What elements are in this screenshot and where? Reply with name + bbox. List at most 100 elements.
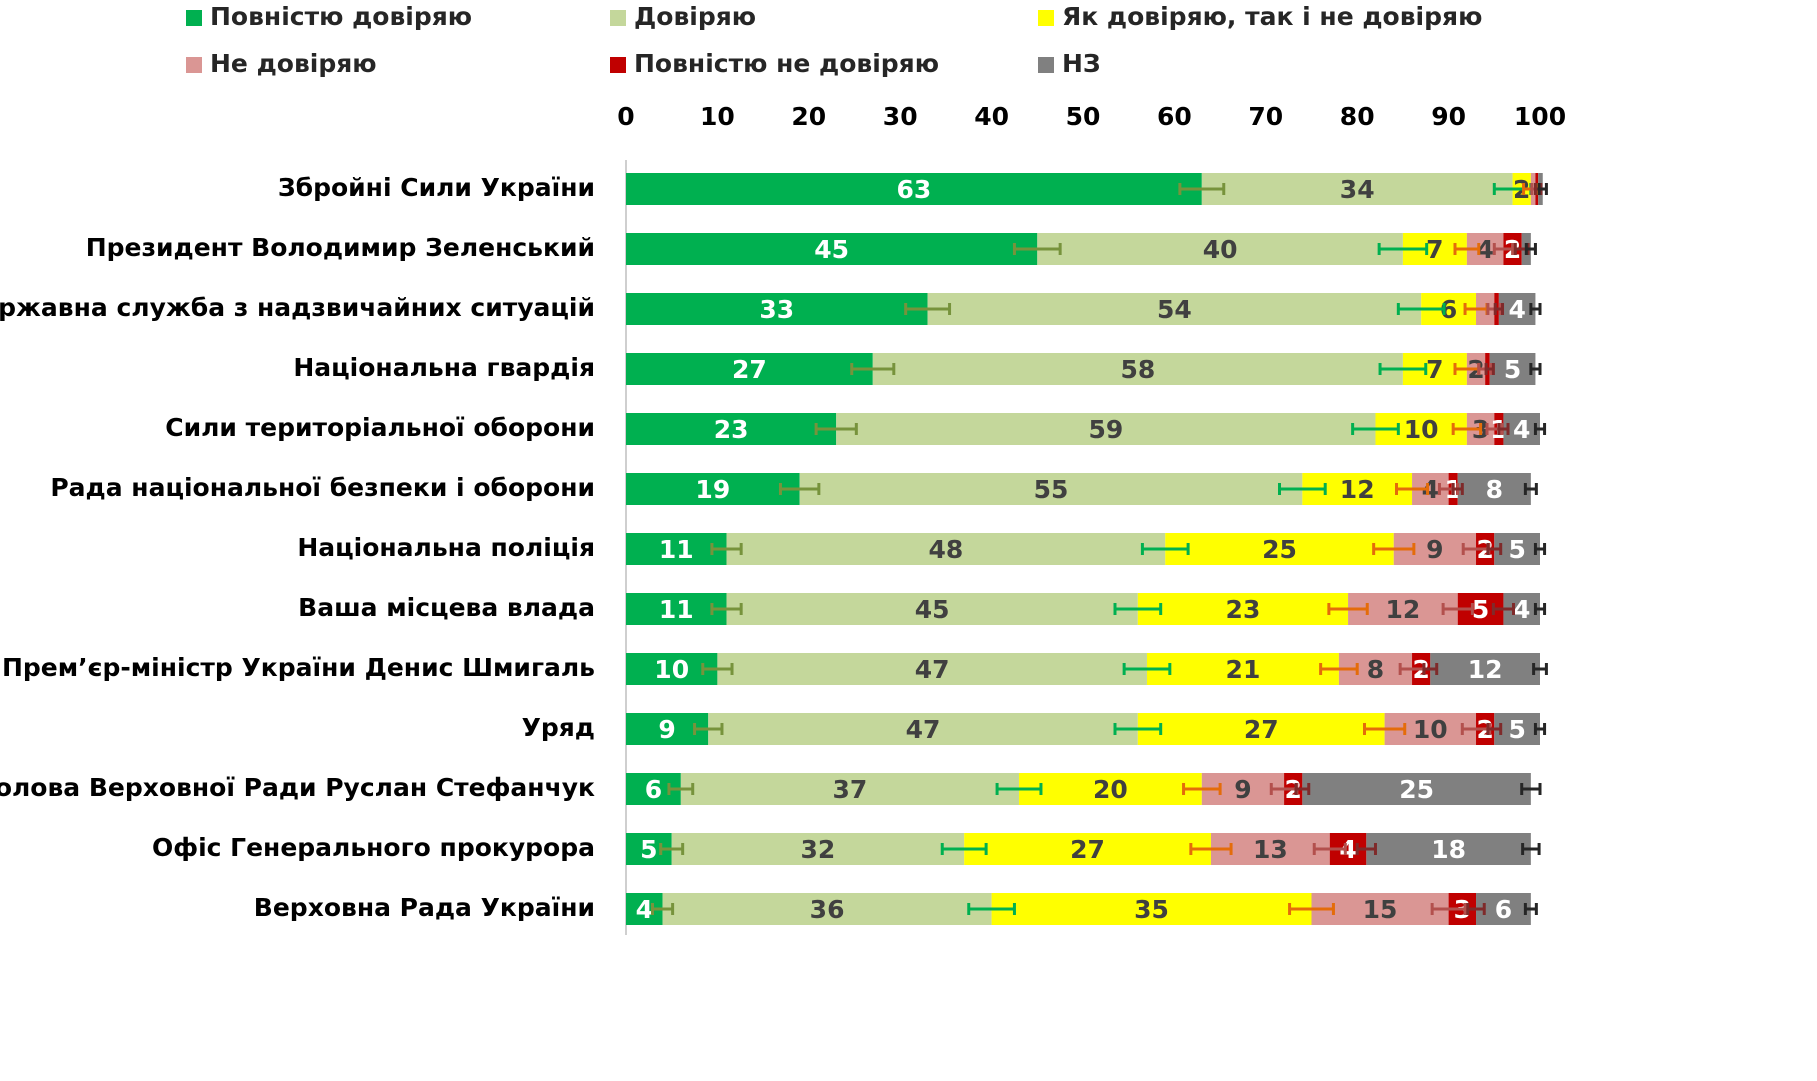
error-bar	[850, 363, 896, 375]
data-label: 20	[1093, 775, 1128, 804]
error-bar	[1312, 843, 1347, 855]
data-label: 40	[1203, 235, 1238, 264]
data-label: 4	[1513, 415, 1530, 444]
error-bar	[667, 783, 695, 795]
error-bar	[1451, 483, 1464, 495]
bar-segment	[708, 713, 1138, 745]
error-bar	[1466, 903, 1486, 915]
bar-segment	[626, 593, 727, 625]
data-label: 45	[814, 235, 849, 264]
bar-segment	[726, 593, 1138, 625]
data-label: 47	[906, 715, 941, 744]
legend-label: Довіряю	[634, 2, 756, 31]
error-bar	[1351, 423, 1400, 435]
category-label: Прем’єр-міністр України Денис Шмигаль	[2, 653, 595, 682]
bar-segment	[1137, 593, 1349, 625]
data-label: 6	[1495, 895, 1512, 924]
data-label: 34	[1340, 175, 1375, 204]
error-bar	[1486, 723, 1503, 735]
data-label: 9	[1426, 535, 1443, 564]
error-bar	[1288, 903, 1335, 915]
bar-segment	[991, 893, 1312, 925]
data-label: 37	[833, 775, 868, 804]
error-bar	[1497, 423, 1510, 435]
error-bar	[1140, 543, 1190, 555]
bar-segment	[626, 233, 1038, 265]
data-label: 7	[1426, 235, 1443, 264]
x-tick-label: 0	[617, 102, 634, 131]
error-bar	[814, 423, 858, 435]
error-bar	[1492, 243, 1515, 255]
bar-segment	[836, 413, 1376, 445]
data-label: 63	[897, 175, 932, 204]
bar-segment	[1019, 773, 1202, 805]
error-bar	[1537, 183, 1548, 195]
data-label: 54	[1157, 295, 1192, 324]
error-bar	[1113, 603, 1163, 615]
bar-segment	[680, 773, 1020, 805]
error-bar	[659, 843, 685, 855]
bar-segment	[1137, 713, 1385, 745]
error-bar	[1523, 483, 1538, 495]
data-label: 55	[1034, 475, 1069, 504]
legend-swatch	[1038, 10, 1054, 26]
error-bar	[1396, 303, 1446, 315]
data-label: 27	[732, 355, 767, 384]
data-label: 23	[714, 415, 749, 444]
data-label: 9	[658, 715, 675, 744]
data-label: 10	[1413, 715, 1448, 744]
legend-label: НЗ	[1062, 49, 1101, 78]
error-bar	[1533, 543, 1547, 555]
error-bar	[1355, 843, 1377, 855]
error-bar	[1422, 663, 1439, 675]
bar-segment	[1201, 173, 1513, 205]
error-bar	[710, 543, 743, 555]
error-bar	[1363, 723, 1407, 735]
bar-segment	[1498, 293, 1536, 325]
error-bar	[1523, 903, 1538, 915]
data-label: 12	[1386, 595, 1421, 624]
error-bar	[1529, 363, 1542, 375]
data-label: 12	[1468, 655, 1503, 684]
bar-segment	[1302, 773, 1531, 805]
data-label: 58	[1120, 355, 1155, 384]
error-bar	[1453, 243, 1481, 255]
data-label: 9	[1234, 775, 1251, 804]
bar-segment	[1366, 833, 1531, 865]
data-label: 27	[1070, 835, 1105, 864]
data-label: 25	[1262, 535, 1297, 564]
category-label: Сили територіальної оборони	[165, 413, 595, 442]
data-label: 33	[759, 295, 794, 324]
error-bar	[1532, 663, 1548, 675]
legend-swatch	[186, 10, 202, 26]
bar-segment	[626, 353, 873, 385]
error-bar	[1524, 243, 1537, 255]
x-tick-label: 10	[700, 102, 735, 131]
category-label: Збройні Сили України	[278, 173, 595, 202]
bar-segment	[626, 293, 928, 325]
data-label: 21	[1226, 655, 1261, 684]
data-label: 23	[1226, 595, 1261, 624]
data-label: 4	[636, 895, 653, 924]
bar-segment	[626, 533, 727, 565]
error-bar	[1012, 243, 1062, 255]
error-bar	[1395, 483, 1430, 495]
data-label: 10	[1404, 415, 1439, 444]
error-bar	[1189, 843, 1233, 855]
data-label: 10	[654, 655, 689, 684]
bar-segment	[1037, 233, 1403, 265]
error-bar	[1493, 303, 1505, 315]
error-bar	[940, 843, 988, 855]
legend-swatch	[610, 10, 626, 26]
error-bar	[1529, 303, 1542, 315]
error-bar	[1182, 783, 1222, 795]
data-label: 5	[1504, 355, 1521, 384]
bar-segment	[1165, 533, 1394, 565]
data-label: 6	[1440, 295, 1457, 324]
category-label: Президент Володимир Зеленський	[86, 233, 595, 262]
error-bar	[1533, 603, 1547, 615]
x-tick-label: 20	[791, 102, 826, 131]
error-bar	[1294, 783, 1311, 795]
data-label: 5	[640, 835, 657, 864]
error-bar	[1533, 423, 1547, 435]
